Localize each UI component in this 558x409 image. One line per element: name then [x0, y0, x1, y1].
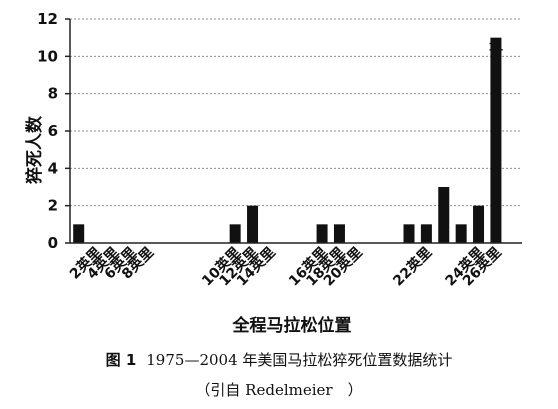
bar	[403, 224, 415, 243]
bar	[247, 205, 259, 243]
bar-value-label: 1	[318, 227, 326, 240]
figure-number: 图 1	[105, 351, 137, 369]
bar-value-label: 1	[457, 227, 465, 240]
y-tick-labels: 0 2 4 6 8 10 12	[37, 10, 58, 252]
bar-value-label: 1	[231, 227, 239, 240]
y-tick-label: 2	[48, 197, 58, 215]
bar-value-label: 1	[423, 227, 431, 240]
bar-value-label: 2	[249, 209, 257, 222]
bar	[420, 224, 432, 243]
y-tick-label: 6	[48, 122, 58, 140]
bar	[333, 224, 345, 243]
y-tick-label: 8	[48, 85, 58, 103]
bar	[490, 37, 502, 243]
x-axis-title: 全程马拉松位置	[232, 315, 352, 336]
bar-value-label: 11	[488, 41, 503, 54]
bar-value-label: 1	[405, 227, 413, 240]
bar-value-label: 3	[440, 190, 448, 203]
bars	[73, 37, 502, 243]
figure-caption: 图 1 1975—2004 年美国马拉松猝死位置数据统计	[0, 349, 558, 370]
y-tick-label: 12	[37, 10, 58, 28]
bar	[455, 224, 467, 243]
figure-caption-text: 1975—2004 年美国马拉松猝死位置数据统计	[146, 351, 453, 369]
y-tick-label: 10	[37, 47, 58, 65]
figure-source: （引自 Redelmeier ）	[195, 381, 363, 399]
bar	[438, 187, 450, 243]
bar-value-label: 2	[475, 209, 483, 222]
x-tick-label: 22英里	[390, 244, 436, 290]
bar	[473, 205, 485, 243]
bar-value-label: 1	[75, 227, 83, 240]
y-tick-label: 0	[48, 234, 58, 252]
bar	[316, 224, 328, 243]
y-tick-label: 4	[48, 159, 58, 177]
y-axis-title: 猝死人数	[24, 115, 45, 185]
grid-lines	[70, 18, 522, 207]
axes	[65, 18, 522, 244]
bar-value-label: 1	[336, 227, 344, 240]
bar	[73, 224, 85, 243]
bar	[229, 224, 241, 243]
